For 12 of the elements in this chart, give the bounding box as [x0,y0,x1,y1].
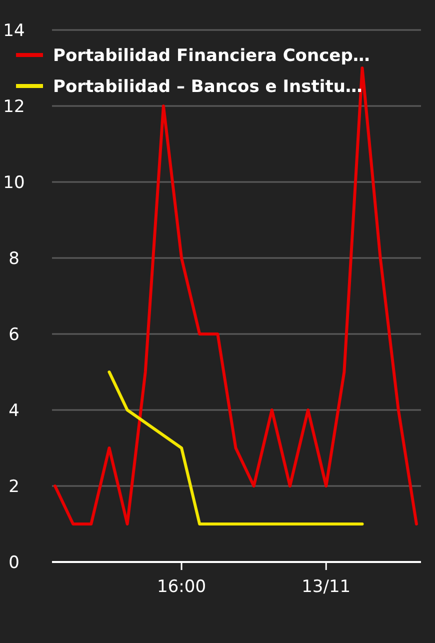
y-tick-label: 10 [3,172,25,193]
y-tick-label: 4 [8,400,20,421]
y-tick-label: 0 [8,552,20,573]
line-series [54,66,418,526]
legend-label: Portabilidad Financiera Concep… [53,46,370,66]
y-tick-label: 12 [3,96,25,117]
y-tick-label: 8 [8,248,20,269]
y-tick-label: 2 [8,476,20,497]
x-tick-label: 16:00 [157,577,206,597]
y-tick-label: 14 [3,20,25,41]
y-tick-label: 6 [8,324,20,345]
x-tick-label: 13/11 [302,577,351,597]
